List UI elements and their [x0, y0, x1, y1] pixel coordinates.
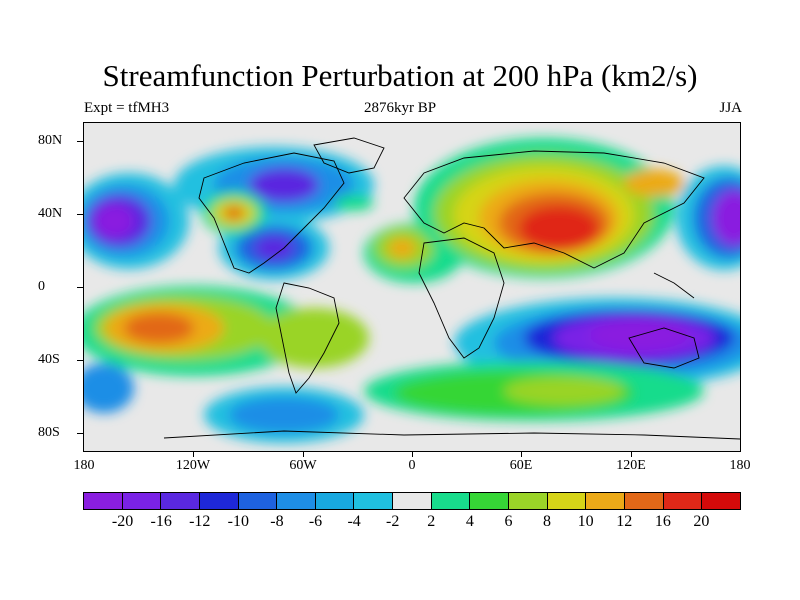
colorbar-label: -16 — [150, 513, 172, 530]
colorbar-swatch — [431, 493, 471, 509]
colorbar-swatch — [161, 493, 200, 509]
lon-tick-180e: 180 — [729, 458, 751, 473]
blob-antarctic-neg — [84, 363, 364, 443]
lat-tick-40n: 40N — [38, 206, 63, 221]
colorbar-label: 4 — [465, 513, 474, 530]
colorbar-label: -10 — [227, 513, 250, 530]
experiment-label: Expt = tfMH3 — [84, 100, 170, 116]
colorbar-swatch — [547, 493, 587, 509]
colorbar-label: 2 — [427, 513, 436, 530]
lat-tickmark — [77, 141, 84, 142]
lat-tickmark — [77, 360, 84, 361]
lon-tick-120w: 120W — [175, 458, 211, 473]
lon-tick-180w: 180 — [73, 458, 95, 473]
colorbar-swatch — [354, 493, 394, 509]
lat-tickmark — [77, 433, 84, 434]
lon-tick-0: 0 — [408, 458, 416, 473]
lat-tickmark — [77, 287, 84, 288]
colorbar-swatch — [509, 493, 548, 509]
lon-tickmark — [631, 451, 632, 457]
colorbar-label: -2 — [386, 513, 400, 530]
streamfunction-map — [84, 123, 740, 451]
lon-tick-60w: 60W — [289, 458, 317, 473]
season-label: JJA — [719, 100, 742, 116]
blob-asia-pos — [414, 138, 684, 278]
plot-title: Streamfunction Perturbation at 200 hPa (… — [102, 58, 698, 93]
lon-tickmark — [193, 451, 194, 457]
lat-tick-0: 0 — [38, 279, 45, 294]
colorbar-swatch — [122, 493, 162, 509]
colorbar-label: 10 — [577, 513, 594, 530]
lon-tick-60e: 60E — [509, 458, 533, 473]
colorbar-label: -8 — [270, 513, 284, 530]
colorbar-label: -6 — [308, 513, 323, 530]
colorbar-label: 8 — [543, 513, 552, 530]
lat-tick-80n: 80N — [38, 133, 63, 148]
colorbar-label: 6 — [504, 513, 513, 530]
colorbar-label: -20 — [111, 513, 134, 530]
colorbar-label: 16 — [654, 513, 671, 530]
colorbar-swatch — [624, 493, 664, 509]
blob-gulf-pos — [202, 191, 266, 235]
blob-npac-west — [84, 173, 189, 269]
colorbar-label: -4 — [347, 513, 361, 530]
time-label: 2876kyr BP — [363, 100, 437, 116]
lon-tickmark — [412, 451, 413, 457]
lon-tickmark — [303, 451, 304, 457]
coastlines — [163, 137, 740, 440]
colorbar-swatch — [315, 493, 355, 509]
colorbar-swatch — [470, 493, 510, 509]
colorbar-swatch — [199, 493, 239, 509]
map-plot-area — [83, 122, 741, 452]
lon-tick-120e: 120E — [616, 458, 646, 473]
lat-tickmark — [77, 214, 84, 215]
colorbar-swatch — [277, 493, 316, 509]
blob-spac-pos — [84, 286, 369, 376]
lat-tick-80s: 80S — [38, 425, 60, 440]
colorbar-swatch — [663, 493, 703, 509]
colorbar — [83, 492, 741, 510]
lon-tickmark — [521, 451, 522, 457]
colorbar-label: 20 — [693, 513, 710, 530]
blob-southern-pos — [364, 361, 704, 421]
colorbar-swatch — [586, 493, 625, 509]
colorbar-label: -12 — [189, 513, 211, 530]
colorbar-swatch — [393, 493, 432, 509]
colorbar-swatch — [238, 493, 278, 509]
colorbar-swatch — [84, 493, 123, 509]
colorbar-label: 12 — [616, 513, 633, 530]
colorbar-swatch — [702, 493, 740, 509]
lat-tick-40s: 40S — [38, 352, 60, 367]
blob-npac-east — [676, 166, 740, 270]
